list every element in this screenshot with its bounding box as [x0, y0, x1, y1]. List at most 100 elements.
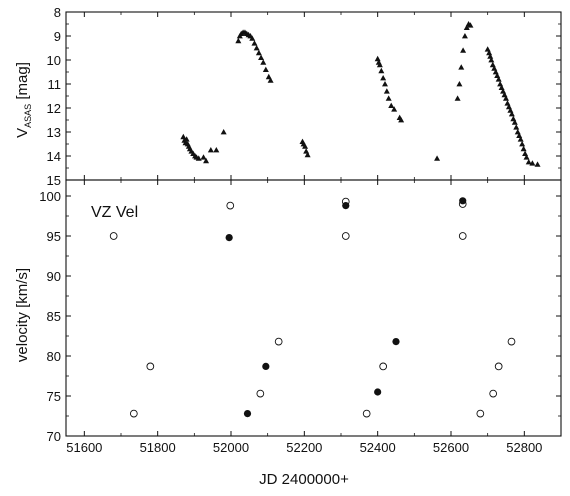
- x-tick-label: 52800: [506, 440, 542, 455]
- velocity-y-tick-label: 95: [47, 229, 61, 244]
- magnitude-point: [253, 45, 260, 51]
- x-tick-label: 52400: [360, 440, 396, 455]
- velocity-point-open: [507, 337, 516, 346]
- magnitude-y-tick-label: 10: [47, 53, 61, 68]
- velocity-point-open: [129, 409, 138, 418]
- magnitude-point: [265, 73, 272, 80]
- velocity-point-open: [458, 232, 467, 240]
- velocity-point-open: [226, 201, 235, 210]
- magnitude-y-tick-label: 15: [47, 173, 61, 188]
- magnitude-point: [251, 40, 258, 46]
- magnitude-point: [514, 129, 521, 135]
- magnitude-point: [200, 154, 207, 160]
- x-tick-label: 52000: [213, 440, 249, 455]
- magnitude-point: [303, 148, 310, 154]
- velocity-frame: [65, 179, 562, 437]
- velocity-point-open: [109, 232, 118, 240]
- magnitude-point: [484, 46, 491, 52]
- velocity-point-open: [489, 389, 498, 398]
- magnitude-y-tick-label: 14: [47, 149, 61, 164]
- magnitude-point: [467, 22, 474, 28]
- magnitude-point: [213, 147, 220, 153]
- magnitude-panel: 8 9 10 11 12 13 14 15: [47, 5, 562, 188]
- velocity-point-filled: [262, 362, 270, 370]
- magnitude-point: [203, 157, 210, 164]
- velocity-point-open: [274, 337, 283, 346]
- velocity-point-open: [494, 362, 503, 371]
- magnitude-point: [255, 49, 262, 56]
- magnitude-point: [383, 88, 390, 94]
- magnitude-point: [487, 53, 494, 59]
- magnitude-point: [458, 64, 465, 70]
- velocity-point-filled: [459, 197, 467, 205]
- velocity-panel: 70 75 80 85 90 95 100 51600 51800 52000 52200 52400…: [39, 179, 562, 455]
- magnitude-point: [488, 57, 495, 63]
- velocity-point-open: [146, 362, 155, 371]
- magnitude-point: [525, 159, 532, 165]
- velocity-axis-label: velocity [km/s]: [14, 268, 31, 362]
- velocity-y-tick-label: 100: [39, 189, 61, 204]
- magnitude-point: [388, 102, 395, 108]
- magnitude-point: [385, 95, 392, 101]
- velocity-point-filled: [243, 410, 252, 418]
- velocity-point-open: [379, 362, 388, 371]
- velocity-point-open: [256, 389, 265, 398]
- magnitude-point: [460, 47, 467, 53]
- magnitude-point: [504, 100, 511, 106]
- magnitude-point: [497, 81, 504, 87]
- magnitude-point: [304, 151, 311, 158]
- magnitude-point: [529, 160, 536, 166]
- velocity-point-filled: [392, 338, 400, 346]
- magnitude-point: [495, 76, 502, 82]
- magnitude-point: [508, 111, 515, 117]
- magnitude-point: [302, 143, 309, 149]
- velocity-y-tick-label: 80: [47, 349, 61, 364]
- x-tick-label: 52600: [433, 440, 469, 455]
- magnitude-point: [517, 136, 524, 142]
- velocity-y-tick-label: 70: [47, 429, 61, 444]
- magnitude-point: [378, 67, 385, 74]
- magnitude-point: [513, 124, 520, 130]
- magnitude-y-tick-label: 13: [47, 125, 61, 140]
- magnitude-point: [434, 155, 441, 161]
- magnitude-y-tick-label: 12: [47, 101, 61, 116]
- magnitude-y-tick-label: 11: [48, 77, 62, 92]
- magnitude-point: [249, 35, 256, 41]
- magnitude-point: [382, 81, 388, 87]
- magnitude-point: [183, 136, 190, 142]
- magnitude-point: [520, 145, 527, 152]
- magnitude-point: [260, 59, 267, 65]
- velocity-point-open: [476, 409, 485, 418]
- velocity-y-tick-label: 85: [47, 309, 61, 324]
- magnitude-point: [376, 61, 383, 68]
- magnitude-point: [398, 117, 405, 123]
- magnitude-point: [523, 154, 530, 160]
- x-axis-label: JD 2400000+: [259, 471, 349, 488]
- velocity-y-tick-label: 90: [47, 269, 61, 284]
- velocity-y-tick-label: 75: [47, 389, 61, 404]
- velocity-point-filled: [225, 234, 233, 242]
- x-tick-label: 51600: [66, 440, 102, 455]
- magnitude-point: [374, 55, 381, 62]
- magnitude-point: [391, 106, 398, 112]
- magnitude-point: [380, 75, 387, 81]
- magnitude-point: [511, 119, 518, 125]
- magnitude-point: [454, 95, 461, 101]
- magnitude-point: [486, 49, 493, 56]
- magnitude-point: [522, 150, 529, 156]
- magnitude-point: [267, 77, 274, 83]
- star-name-annotation: VZ Vel: [91, 204, 138, 221]
- velocity-point-filled: [342, 202, 350, 210]
- magnitude-y-tick-label: 8: [54, 5, 61, 20]
- magnitude-point: [503, 95, 509, 101]
- magnitude-point: [258, 54, 265, 60]
- x-tick-label: 52200: [286, 440, 322, 455]
- magnitude-point: [510, 115, 517, 122]
- magnitude-point: [207, 147, 214, 153]
- magnitude-point: [463, 24, 470, 30]
- magnitude-point: [180, 133, 187, 140]
- magnitude-frame: [65, 11, 562, 181]
- x-tick-label: 51800: [140, 440, 176, 455]
- velocity-point-open: [362, 409, 371, 418]
